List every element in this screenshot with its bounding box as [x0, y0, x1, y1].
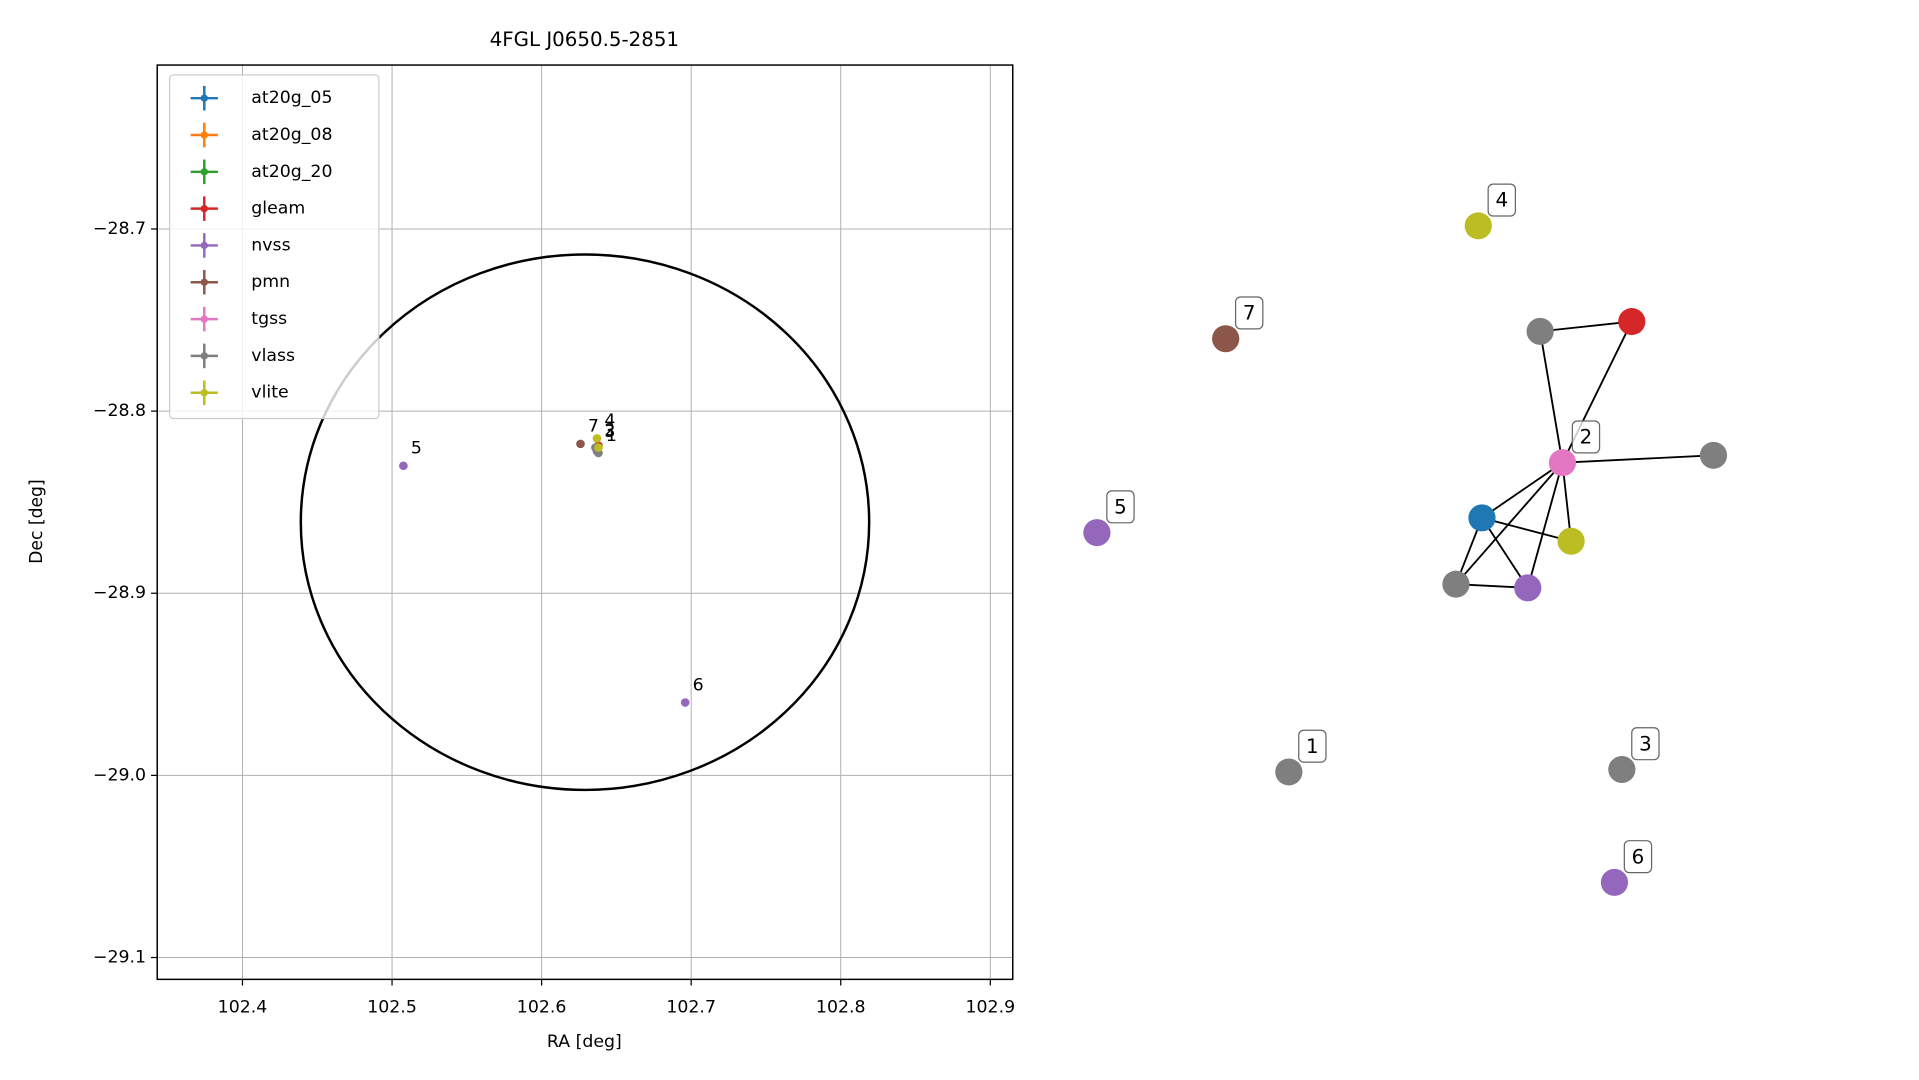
error-ellipse [299, 253, 871, 792]
node-label: 1 [1306, 735, 1319, 758]
point [576, 439, 585, 449]
point-label: 4 [604, 411, 615, 431]
legend-label: vlite [251, 383, 288, 403]
point-label: 3 [604, 422, 615, 442]
node [1699, 441, 1728, 469]
legend-marker [200, 131, 208, 139]
x-axis-label: RA [deg] [547, 1032, 622, 1052]
y-tick-label: −28.8 [93, 401, 146, 421]
legend-label: gleam [251, 199, 305, 219]
edge [1481, 517, 1529, 589]
legend-marker [200, 352, 208, 360]
node-label-box [1487, 183, 1517, 217]
x-tick-label: 102.9 [965, 998, 1015, 1018]
node [1275, 758, 1303, 786]
edge [1540, 320, 1632, 333]
point-label: 1 [606, 426, 617, 446]
point-label: 7 [588, 417, 599, 437]
legend-label: at20g_08 [251, 125, 332, 145]
legend-label: tgss [251, 309, 287, 329]
node-label-box [1631, 727, 1660, 761]
edge [1526, 462, 1564, 589]
y-tick-label: −28.9 [93, 583, 146, 603]
node-label: 6 [1632, 845, 1645, 868]
node-label: 3 [1639, 733, 1652, 756]
x-tick-label: 102.8 [816, 998, 866, 1018]
point [592, 434, 602, 443]
legend-marker [200, 241, 208, 250]
y-tick-label: −28.7 [93, 219, 146, 239]
legend-marker [200, 315, 208, 323]
node [1600, 868, 1629, 896]
node [1468, 504, 1496, 532]
legend-box [168, 74, 380, 420]
edge [1539, 331, 1564, 463]
node-label-box [1571, 420, 1601, 454]
point-label: 5 [411, 439, 422, 459]
edge [1455, 462, 1564, 585]
point-label: 6 [693, 675, 704, 695]
node-label-box [1298, 729, 1327, 763]
node-label-box [1234, 296, 1264, 330]
y-tick-label: −29.1 [93, 948, 146, 968]
x-tick-label: 102.5 [367, 998, 417, 1018]
legend-label: nvss [251, 235, 290, 255]
legend-marker [200, 168, 208, 176]
node [1442, 570, 1470, 598]
node [1526, 317, 1554, 345]
x-tick-label: 102.7 [666, 998, 716, 1018]
point [399, 461, 408, 471]
node [1212, 325, 1240, 353]
plot-frame [156, 64, 1014, 981]
legend-marker [200, 278, 208, 286]
edge [1481, 517, 1572, 543]
node-label-box [1106, 490, 1135, 524]
legend-label: at20g_05 [251, 88, 332, 108]
node [1608, 756, 1636, 783]
legend-marker [200, 389, 208, 397]
y-axis-label: Dec [deg] [27, 479, 47, 563]
edge [1562, 454, 1714, 464]
legend-label: pmn [251, 272, 290, 292]
legend-marker [200, 204, 208, 213]
legend-label: at20g_20 [251, 162, 332, 182]
node-label: 5 [1114, 496, 1127, 519]
node [1514, 574, 1542, 602]
node-label: 2 [1580, 426, 1593, 449]
x-tick-label: 102.4 [218, 998, 268, 1018]
node-label: 4 [1495, 189, 1508, 212]
point-label: 2 [604, 420, 615, 440]
chart-title: 4FGL J0650.5-2851 [490, 28, 679, 51]
point [594, 443, 603, 452]
node [1548, 449, 1577, 477]
node-label-box [1623, 840, 1653, 874]
point [680, 698, 690, 707]
x-tick-label: 102.6 [517, 998, 567, 1018]
legend-marker [200, 94, 208, 102]
edge [1481, 461, 1563, 519]
node-label: 7 [1243, 302, 1256, 325]
legend-label: vlass [251, 346, 295, 366]
node [1083, 519, 1111, 547]
y-tick-label: −29.0 [93, 765, 146, 785]
node [1618, 308, 1646, 336]
node [1557, 527, 1585, 555]
node [1464, 212, 1492, 240]
